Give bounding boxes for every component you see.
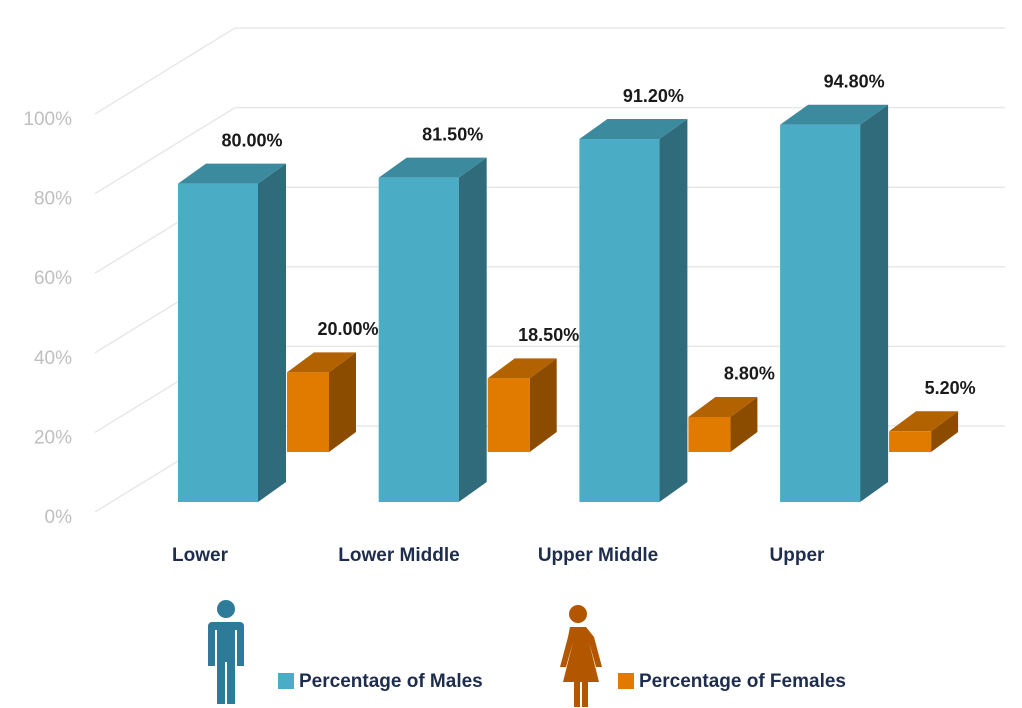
value-label: 8.80% xyxy=(724,364,775,384)
value-label: 5.20% xyxy=(925,378,976,398)
male-icon xyxy=(208,600,244,704)
bar xyxy=(178,183,258,502)
y-tick-label: 100% xyxy=(23,109,72,130)
grid-line xyxy=(94,106,1005,195)
bar-top xyxy=(889,411,959,432)
female-icon xyxy=(560,605,602,707)
value-label: 20.00% xyxy=(317,319,378,339)
x-tick-label: Lower xyxy=(172,545,229,566)
value-label: 81.50% xyxy=(422,124,483,144)
legend-swatch xyxy=(618,673,634,689)
bar-side xyxy=(329,352,356,452)
x-tick-label: Lower Middle xyxy=(338,545,459,566)
bar-side xyxy=(458,157,487,502)
bar-top xyxy=(688,396,758,417)
bar-top xyxy=(579,119,688,140)
y-tick-label: 80% xyxy=(34,189,72,210)
x-tick-label: Upper Middle xyxy=(538,545,658,566)
bar xyxy=(378,177,459,502)
value-label: 80.00% xyxy=(221,130,282,150)
bar xyxy=(487,378,530,452)
bar xyxy=(287,372,329,452)
bar-top xyxy=(378,157,487,178)
y-tick-label: 60% xyxy=(34,268,72,289)
y-tick-label: 40% xyxy=(34,348,72,369)
bar-top xyxy=(287,352,356,373)
value-label: 91.20% xyxy=(623,86,684,106)
bar-top xyxy=(487,358,557,379)
bar-side xyxy=(730,396,758,452)
bar-side xyxy=(659,119,688,503)
bar xyxy=(780,124,861,503)
bar-side xyxy=(860,104,889,503)
y-tick-label: 20% xyxy=(34,427,72,448)
bar-top xyxy=(780,104,889,125)
grid-line xyxy=(94,27,1005,115)
y-tick-label: 0% xyxy=(45,507,73,528)
bar xyxy=(688,416,731,452)
x-tick-label: Upper xyxy=(770,545,826,566)
bar-side xyxy=(529,358,557,452)
bar xyxy=(579,139,660,503)
bar-side xyxy=(258,163,286,502)
legend-label: Percentage of Males xyxy=(299,671,483,692)
bar-top xyxy=(178,163,286,184)
legend-swatch xyxy=(278,673,294,689)
bar xyxy=(889,431,932,452)
value-label: 18.50% xyxy=(518,325,579,345)
bar-side xyxy=(931,411,959,452)
legend-label: Percentage of Females xyxy=(639,671,846,692)
value-label: 94.80% xyxy=(824,71,885,91)
